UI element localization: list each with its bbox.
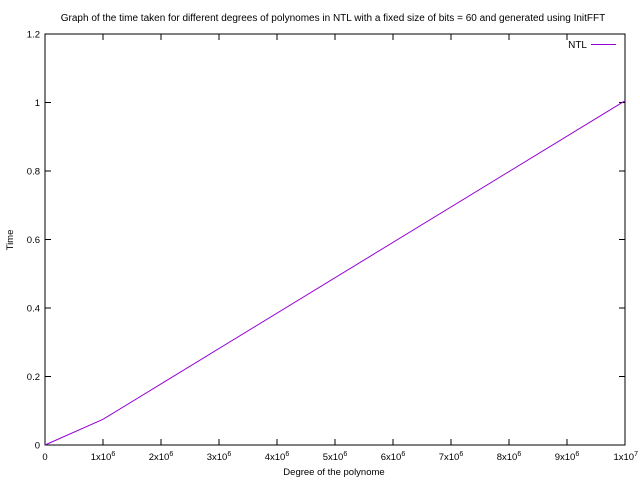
x-tick-label: 2x106 — [149, 451, 174, 463]
series-line-ntl — [44, 100, 626, 446]
x-tick-label: 8x106 — [497, 451, 522, 463]
x-tick-label-mantissa: 4x10 — [265, 452, 286, 463]
y-tick-label: 1 — [35, 98, 40, 109]
x-tick-label-exponent: 6 — [343, 451, 347, 458]
y-tick-label: 1.2 — [27, 30, 40, 41]
x-tick-label: 5x106 — [323, 451, 348, 463]
x-tick-label-mantissa: 0 — [42, 452, 47, 463]
x-tick-label-exponent: 6 — [517, 451, 521, 458]
y-tick-label: 0.4 — [27, 304, 40, 315]
x-tick-label-exponent: 6 — [227, 451, 231, 458]
x-tick-label: 6x106 — [381, 451, 406, 463]
x-tick-label-mantissa: 3x10 — [207, 452, 228, 463]
x-tick-label-exponent: 6 — [575, 451, 579, 458]
y-tick-label: 0.8 — [27, 167, 40, 178]
legend-label-ntl: NTL — [568, 40, 587, 51]
x-tick-label-mantissa: 1x10 — [91, 452, 112, 463]
x-tick-label: 4x106 — [265, 451, 290, 463]
x-tick-label-mantissa: 8x10 — [497, 452, 518, 463]
x-tick-label-mantissa: 1x10 — [613, 452, 634, 463]
legend: NTL — [568, 40, 616, 51]
axis-ticks: 00.20.40.60.811.20 1x106 2x106 3x106 4x106 5x… — [27, 30, 638, 464]
x-tick-label: 0 — [42, 452, 47, 463]
plot-frame — [44, 33, 626, 446]
x-tick-label-exponent: 6 — [169, 451, 173, 458]
series-layer — [44, 100, 626, 446]
x-tick-label-exponent: 7 — [634, 451, 638, 458]
y-tick-label: 0.2 — [27, 372, 40, 383]
x-tick-label-mantissa: 5x10 — [323, 452, 344, 463]
x-tick-label-exponent: 6 — [111, 451, 115, 458]
x-tick-label-mantissa: 2x10 — [149, 452, 170, 463]
y-tick-label: 0 — [35, 441, 40, 452]
x-tick-label: 1x106 — [91, 451, 116, 463]
chart-title: Graph of the time taken for different de… — [61, 13, 605, 24]
x-tick-label-exponent: 6 — [401, 451, 405, 458]
x-axis-label: Degree of the polynome — [283, 467, 384, 478]
x-tick-label: 1x107 — [613, 451, 638, 463]
x-tick-label: 3x106 — [207, 451, 232, 463]
x-tick-label-exponent: 6 — [285, 451, 289, 458]
x-tick-label-mantissa: 9x10 — [555, 452, 576, 463]
x-tick-label-mantissa: 7x10 — [439, 452, 460, 463]
y-tick-label: 0.6 — [27, 235, 40, 246]
x-tick-label: 9x106 — [555, 451, 580, 463]
x-tick-label-mantissa: 6x10 — [381, 452, 402, 463]
x-tick-label-exponent: 6 — [459, 451, 463, 458]
y-axis-label: Time — [5, 230, 16, 251]
x-tick-label: 7x106 — [439, 451, 464, 463]
